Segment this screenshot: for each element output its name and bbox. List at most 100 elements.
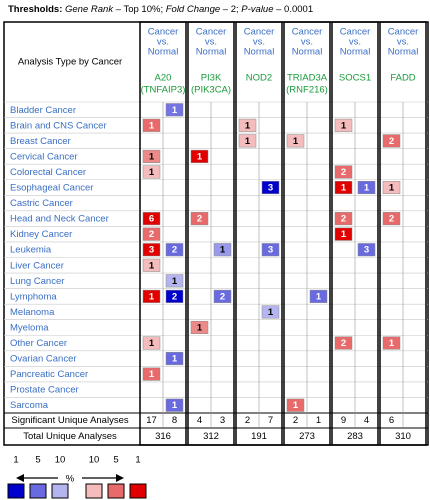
significant-count: 2 (293, 415, 298, 426)
significant-count: 4 (364, 415, 369, 426)
cell-count: 3 (268, 183, 273, 194)
arrow-head (16, 474, 24, 482)
heat-cell (142, 336, 161, 350)
cell-count: 1 (341, 120, 347, 131)
gene-group (283, 21, 331, 446)
cell-count: 1 (197, 322, 203, 333)
heat-cell (238, 118, 257, 132)
cancer-name: Head and Neck Cancer (10, 214, 109, 225)
legend-swatch (7, 483, 25, 499)
cancer-name: Breast Cancer (10, 136, 71, 147)
cancer-name: Other Cancer (10, 338, 67, 349)
cell-count: 2 (341, 167, 346, 178)
significant-count: 9 (341, 415, 346, 426)
cell-count: 1 (149, 151, 155, 162)
cell-count: 1 (316, 291, 322, 302)
significant-count: 8 (172, 415, 177, 426)
heat-cell (261, 305, 280, 319)
comparison: Normal (196, 47, 227, 58)
legend-label: 1 (135, 455, 140, 466)
heat-cell (165, 274, 184, 288)
cell-count: 1 (197, 151, 203, 162)
gene-name: A20 (155, 73, 172, 84)
cell-count: 1 (341, 183, 347, 194)
significant-label: Significant Unique Analyses (11, 415, 128, 426)
legend-swatch (85, 483, 103, 499)
total: 312 (203, 431, 219, 442)
comparison: vs. (397, 37, 409, 48)
heat-cell (142, 227, 161, 241)
threshold-part: Gene Rank (62, 4, 114, 15)
total: 273 (299, 431, 315, 442)
arrow-head (116, 474, 124, 482)
heat-cell (334, 165, 353, 179)
gene-alias: (TNFAIP3) (141, 85, 186, 96)
heat-cell (334, 212, 353, 226)
cell-count: 1 (293, 400, 299, 411)
cancer-name: Bladder Cancer (10, 105, 76, 116)
legend-label: 5 (35, 455, 40, 466)
cell-count: 1 (268, 307, 274, 318)
legend-label: 10 (55, 455, 66, 466)
row-header: Analysis Type by Cancer (18, 57, 122, 68)
significant-count: 2 (245, 415, 250, 426)
comparison: Normal (244, 47, 275, 58)
cancer-name: Brain and CNS Cancer (10, 120, 107, 131)
heat-cell (165, 103, 184, 117)
heat-cell (213, 289, 232, 303)
gene-name: FADD (390, 73, 415, 84)
cell-count: 1 (172, 276, 178, 287)
cell-count: 1 (245, 136, 251, 147)
threshold-part: – 2; (220, 4, 239, 15)
heat-cell (382, 336, 401, 350)
heat-cell (142, 258, 161, 272)
cancer-name: Castric Cancer (10, 198, 73, 209)
gene-group (139, 21, 187, 446)
legend-label: 1 (13, 455, 18, 466)
legend-swatch (107, 483, 125, 499)
heat-cell (382, 134, 401, 148)
cell-count: 3 (364, 245, 369, 256)
legend-unit: % (66, 474, 75, 485)
comparison: Cancer (148, 27, 179, 38)
cell-count: 2 (149, 229, 154, 240)
threshold-part: Thresholds: (8, 4, 62, 15)
cell-count: 6 (149, 214, 154, 225)
cancer-name: Sarcoma (10, 400, 49, 411)
legend-swatch (51, 483, 69, 499)
cancer-name: Cervical Cancer (10, 151, 78, 162)
comparison: vs. (301, 37, 313, 48)
heat-cell (142, 149, 161, 163)
comparison: Cancer (388, 27, 419, 38)
threshold-part: – 0.0001 (274, 4, 314, 15)
heat-cell (357, 181, 376, 195)
total: 191 (251, 431, 267, 442)
heat-cell (165, 289, 184, 303)
heat-cell (334, 181, 353, 195)
comparison: vs. (253, 37, 265, 48)
heat-cell (190, 149, 209, 163)
heat-cell (142, 243, 161, 257)
total: 316 (155, 431, 171, 442)
cancer-name: Leukemia (10, 245, 52, 256)
cell-count: 2 (341, 214, 346, 225)
significant-count: 4 (197, 415, 202, 426)
heat-cell (334, 118, 353, 132)
cell-count: 1 (245, 120, 251, 131)
significant-count: 7 (268, 415, 273, 426)
legend-label: 10 (89, 455, 100, 466)
comparison: Normal (292, 47, 323, 58)
cancer-name: Liver Cancer (10, 260, 64, 271)
significant-count: 17 (146, 415, 157, 426)
cancer-name: Melanoma (10, 307, 55, 318)
cell-count: 1 (172, 400, 178, 411)
gene-alias: (RNF216) (286, 85, 328, 96)
heat-cell (213, 243, 232, 257)
cell-count: 1 (341, 229, 347, 240)
total: 283 (347, 431, 363, 442)
heat-cell (142, 289, 161, 303)
gene-group (379, 21, 427, 446)
cancer-name: Colorectal Cancer (10, 167, 86, 178)
threshold-part: P-value (239, 4, 274, 15)
cell-count: 1 (220, 245, 226, 256)
